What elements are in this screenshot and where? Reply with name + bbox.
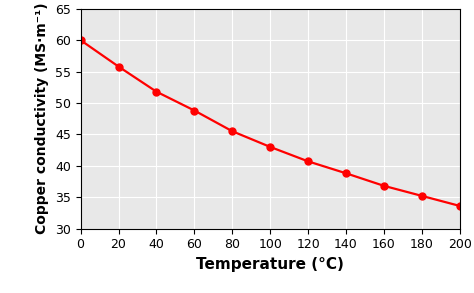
X-axis label: Temperature (°C): Temperature (°C) <box>196 257 344 272</box>
Y-axis label: Copper conductivity (MS·m⁻¹): Copper conductivity (MS·m⁻¹) <box>35 3 49 234</box>
